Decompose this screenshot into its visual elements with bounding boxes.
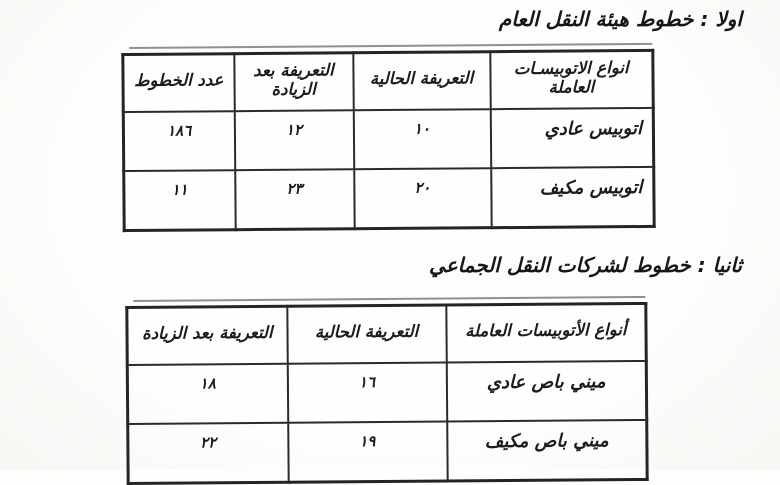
scanned-document-page: { "section1": { "heading": "اولا : خطوط … <box>0 0 780 470</box>
current-tariff-cell: ١٦ <box>287 362 447 423</box>
tariff-after-increase-cell: ١٨ <box>127 363 288 425</box>
table2-header-current-tariff: التعريفة الحالية <box>286 305 447 364</box>
tariff-after-increase-cell: ١٢ <box>234 110 354 171</box>
line-count-cell: ١١ <box>123 170 236 231</box>
table1-header-tariff-after-increase: التعريفة بعد الزيادة <box>233 52 354 112</box>
line-count-cell: ١٨٦ <box>123 111 235 172</box>
bus-type-cell: اتوبيس مكيف <box>490 166 655 228</box>
table1-header-line-count: عدد الخطوط <box>122 53 235 113</box>
current-tariff-cell: ١٩ <box>287 421 448 483</box>
current-tariff-cell: ١٠ <box>353 109 491 170</box>
section2-heading: ثانيا : خطوط لشركات النقل الجماعي <box>429 253 742 277</box>
table-row: اتوبيس مكيف ٢٠ ٢٣ ١١ <box>123 166 655 231</box>
table1-header-bus-types: انواع الاتوبيسـات العاملة <box>489 50 654 110</box>
table2-header-bus-types: أنواع الأتوبيسات العاملة <box>445 303 647 363</box>
public-transport-tariff-table: انواع الاتوبيسـات العاملة التعريفة الحال… <box>121 48 656 233</box>
table2-header-tariff-after-increase: التعريفة بعد الزيادة <box>126 306 288 366</box>
bus-type-cell: ميني باص عادي <box>446 360 647 422</box>
tariff-after-increase-cell: ٢٢ <box>127 422 289 484</box>
table1-container: انواع الاتوبيسـات العاملة التعريفة الحال… <box>121 48 656 233</box>
table2-header-row: أنواع الأتوبيسات العاملة التعريفة الحالي… <box>126 303 647 366</box>
table-row: اتوبيس عادي ١٠ ١٢ ١٨٦ <box>123 107 654 172</box>
section1-heading: اولا : خطوط هيئة النقل العام <box>498 7 742 31</box>
table2-container: أنواع الأتوبيسات العاملة التعريفة الحالي… <box>125 301 649 485</box>
table1-header-current-tariff: التعريفة الحالية <box>352 51 491 111</box>
mass-transit-tariff-table: أنواع الأتوبيسات العاملة التعريفة الحالي… <box>125 301 649 485</box>
bus-type-cell: ميني باص مكيف <box>446 419 648 482</box>
table-row: ميني باص عادي ١٦ ١٨ <box>127 360 647 425</box>
current-tariff-cell: ٢٠ <box>353 168 492 229</box>
bus-type-cell: اتوبيس عادي <box>490 107 654 169</box>
table-row: ميني باص مكيف ١٩ ٢٢ <box>127 419 648 484</box>
table1-header-row: انواع الاتوبيسـات العاملة التعريفة الحال… <box>122 50 654 113</box>
tariff-after-increase-cell: ٢٣ <box>234 169 355 230</box>
